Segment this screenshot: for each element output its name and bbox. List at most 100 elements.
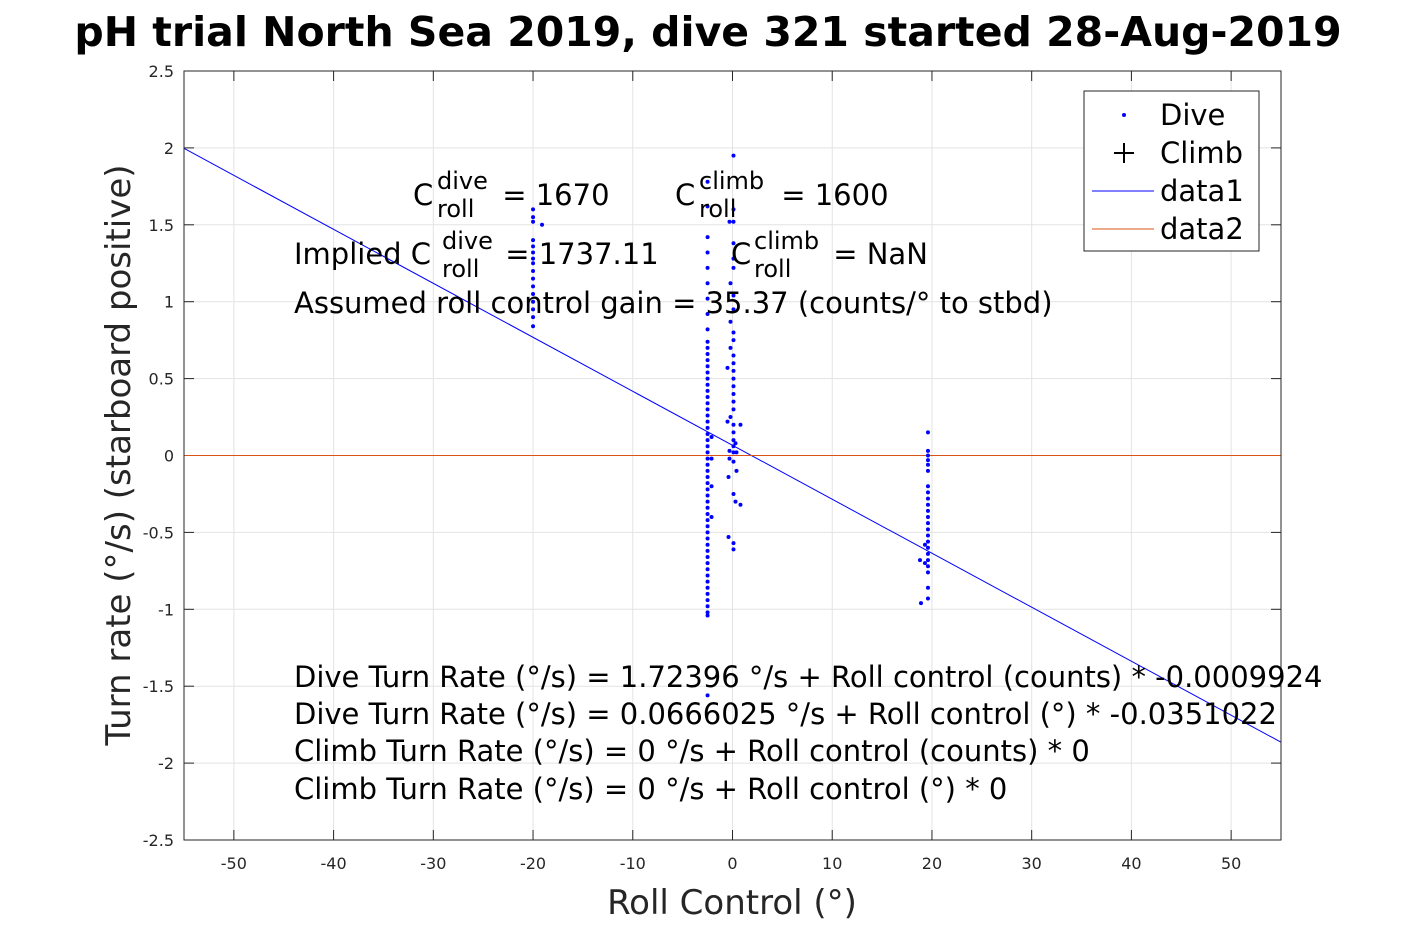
dive-point bbox=[733, 441, 738, 446]
dive-point bbox=[725, 365, 730, 370]
dive-point bbox=[925, 585, 930, 590]
x-tick-label: -50 bbox=[221, 854, 247, 873]
dive-point bbox=[731, 256, 736, 261]
dive-point bbox=[531, 292, 536, 297]
dive-points bbox=[531, 153, 930, 698]
dive-point bbox=[705, 327, 710, 332]
dive-point bbox=[531, 238, 536, 243]
dive-point bbox=[925, 496, 930, 501]
dive-point bbox=[531, 284, 536, 289]
dive-point bbox=[925, 462, 930, 467]
annotation-c-climb-value: = 1600 bbox=[772, 178, 889, 212]
dive-point bbox=[531, 315, 536, 320]
annotation-implied-climb-sup: climb bbox=[754, 227, 819, 255]
dive-point bbox=[925, 521, 930, 526]
x-tick-label: 30 bbox=[1022, 854, 1042, 873]
dive-point bbox=[705, 358, 710, 363]
dive-point bbox=[705, 281, 710, 286]
y-tick-label: -2.5 bbox=[143, 831, 174, 850]
dive-point bbox=[531, 324, 536, 329]
dive-point bbox=[705, 468, 710, 473]
dive-point bbox=[705, 438, 710, 443]
dive-point bbox=[531, 299, 536, 304]
dive-point bbox=[705, 450, 710, 455]
dive-point bbox=[731, 444, 736, 449]
dive-point bbox=[705, 548, 710, 553]
dive-point bbox=[709, 515, 714, 520]
dive-point bbox=[705, 235, 710, 240]
dive-point bbox=[705, 312, 710, 317]
dive-point bbox=[705, 487, 710, 492]
dive-point bbox=[727, 219, 732, 224]
x-tick-label: -40 bbox=[321, 854, 347, 873]
annotation-eq4: Climb Turn Rate (°/s) = 0 °/s + Roll con… bbox=[294, 772, 1007, 806]
dive-point bbox=[705, 585, 710, 590]
dive-point bbox=[731, 376, 736, 381]
dive-point bbox=[705, 693, 710, 698]
dive-point bbox=[705, 598, 710, 603]
dive-point bbox=[925, 551, 930, 556]
dive-point bbox=[705, 370, 710, 375]
dive-point bbox=[731, 399, 736, 404]
dive-point bbox=[705, 530, 710, 535]
dive-point bbox=[725, 419, 730, 424]
annotation-implied-climb-main: C bbox=[731, 237, 751, 271]
dive-point bbox=[925, 545, 930, 550]
dive-point bbox=[925, 570, 930, 575]
dive-point bbox=[731, 430, 736, 435]
dive-point bbox=[705, 518, 710, 523]
dive-point bbox=[705, 204, 710, 209]
dive-point bbox=[925, 539, 930, 544]
x-tick-label: -30 bbox=[420, 854, 446, 873]
dive-point bbox=[728, 281, 733, 286]
dive-point bbox=[731, 241, 736, 246]
annotation-c-dive-sup: dive bbox=[437, 167, 488, 195]
dive-point bbox=[925, 484, 930, 489]
y-tick-label: 0.5 bbox=[149, 370, 174, 389]
dive-point bbox=[705, 591, 710, 596]
dive-point bbox=[709, 484, 714, 489]
annotation-eq2: Dive Turn Rate (°/s) = 0.0666025 °/s + R… bbox=[294, 697, 1277, 731]
dive-point bbox=[705, 561, 710, 566]
dive-point bbox=[709, 456, 714, 461]
legend-dive-marker bbox=[1122, 113, 1126, 117]
dive-point bbox=[705, 567, 710, 572]
y-tick-label: -2 bbox=[158, 754, 174, 773]
dive-point bbox=[731, 265, 736, 270]
dive-point bbox=[731, 547, 736, 552]
dive-point bbox=[705, 425, 710, 430]
annotation-eq1: Dive Turn Rate (°/s) = 1.72396 °/s + Rol… bbox=[294, 660, 1322, 694]
dive-point bbox=[705, 382, 710, 387]
dive-point bbox=[734, 468, 739, 473]
y-tick-label: -1.5 bbox=[143, 677, 174, 696]
dive-point bbox=[531, 219, 536, 224]
dive-point bbox=[726, 535, 731, 540]
annotation-gain: Assumed roll control gain = 35.37 (count… bbox=[294, 286, 1053, 320]
dive-point bbox=[925, 564, 930, 569]
dive-point bbox=[705, 413, 710, 418]
x-tick-label: -20 bbox=[520, 854, 546, 873]
dive-point bbox=[731, 391, 736, 396]
x-tick-label: 50 bbox=[1221, 854, 1241, 873]
dive-point bbox=[705, 579, 710, 584]
dive-point bbox=[531, 276, 536, 281]
dive-point bbox=[705, 351, 710, 356]
dive-point bbox=[922, 561, 927, 566]
legend-box bbox=[1083, 90, 1260, 252]
y-tick-label: -0.5 bbox=[143, 523, 174, 542]
dive-point bbox=[726, 475, 731, 480]
dive-point bbox=[925, 527, 930, 532]
dive-point bbox=[738, 502, 743, 507]
dive-point bbox=[705, 395, 710, 400]
dive-point bbox=[731, 438, 736, 443]
dive-point bbox=[731, 384, 736, 389]
annotation-implied-dive-value: = 1737.11 bbox=[496, 237, 659, 271]
dive-point bbox=[925, 458, 930, 463]
dive-point bbox=[705, 610, 710, 615]
dive-point bbox=[731, 541, 736, 546]
dive-point bbox=[731, 153, 736, 158]
dive-point bbox=[925, 515, 930, 520]
